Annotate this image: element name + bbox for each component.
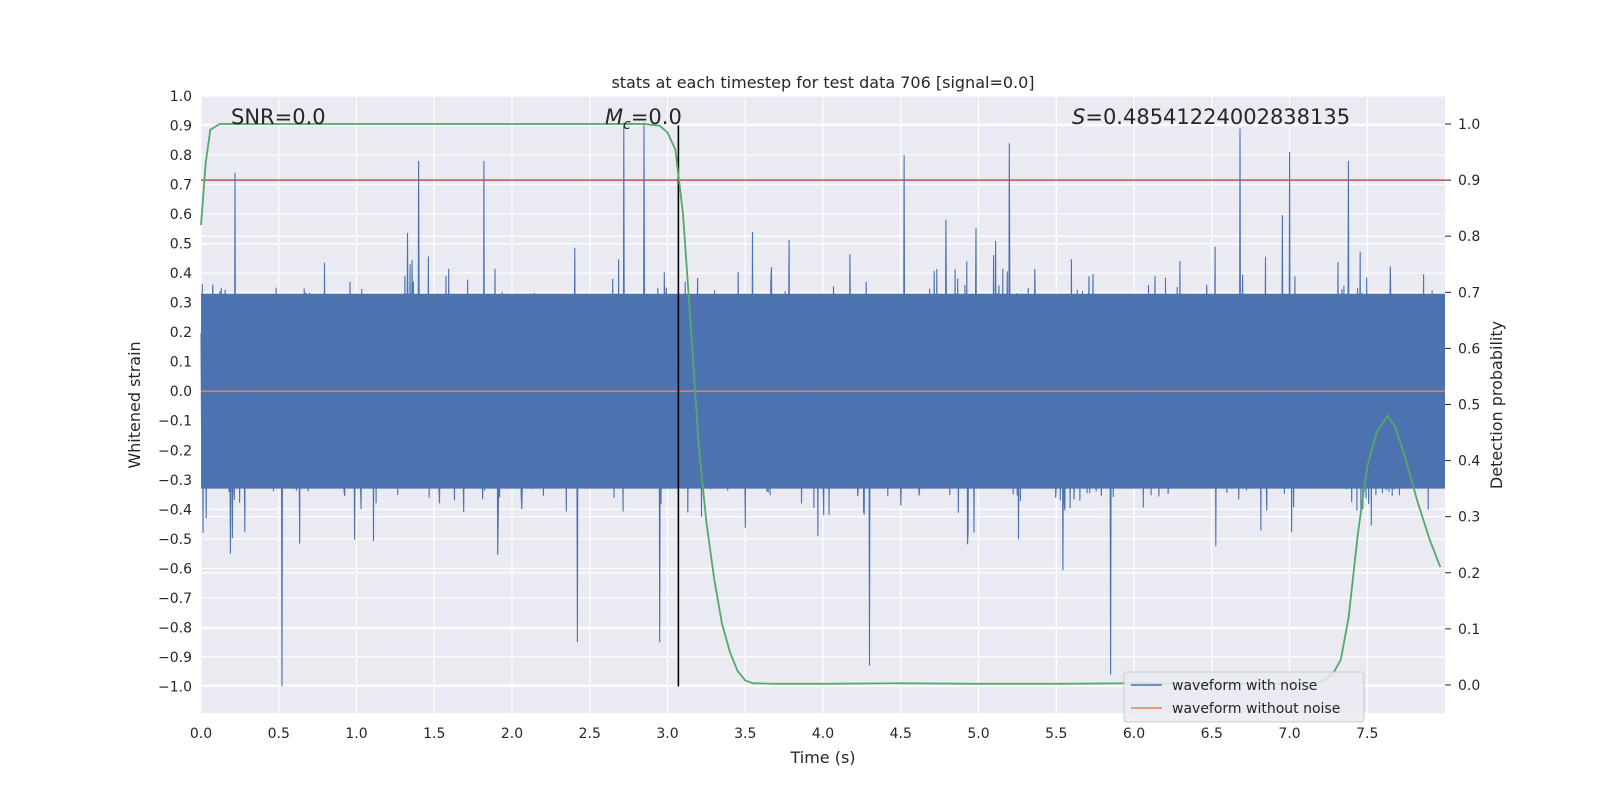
legend-label-clean: waveform without noise (1172, 701, 1340, 717)
x-axis-label: Time (s) (789, 748, 855, 767)
noise-trace (200, 122, 1443, 687)
x-tick-label: 4.5 (890, 726, 912, 742)
x-tick-label: 1.0 (345, 726, 367, 742)
y-tick-label: 0.7 (170, 178, 192, 194)
y-tick-labels: 1.0 0.9 0.8 0.7 0.6 0.5 0.4 0.3 0.2 0.1 0.0 −0.1 −0.… (158, 89, 192, 695)
chirp-mass-subscript: c (623, 117, 631, 133)
x-tick-label: 1.5 (423, 726, 445, 742)
y-axis-label: Whitened strain (125, 341, 144, 468)
y-tick-label: 0.9 (170, 119, 192, 135)
x-tick-label: 0.0 (190, 726, 212, 742)
y2-tick-label: 0.7 (1458, 285, 1480, 301)
x-tick-label: 0.5 (268, 726, 290, 742)
y-tick-label: −0.3 (158, 473, 192, 489)
x-tick-labels: 0.0 0.5 1.0 1.5 2.0 2.5 3.0 3.5 4.0 4.5 5.0 5.5 6.0 6… (190, 726, 1379, 742)
y2-tick-label: 0.1 (1458, 622, 1480, 638)
y-tick-label: 1.0 (170, 89, 192, 105)
y-tick-label: 0.5 (170, 237, 192, 253)
y-tick-label: 0.0 (170, 384, 192, 400)
chirp-mass-symbol: M (605, 105, 623, 129)
legend-box (1123, 671, 1365, 723)
chirp-mass-value: =0.0 (631, 105, 682, 129)
y-tick-label: −0.7 (158, 591, 192, 607)
y-tick-label: −0.9 (158, 650, 192, 666)
y-tick-label: −1.0 (158, 679, 192, 695)
legend-label-noise: waveform with noise (1172, 678, 1317, 694)
chirp-mass-annotation: Mc=0.0 (605, 105, 682, 133)
y-tick-label: −0.1 (158, 414, 192, 430)
y-tick-label: 0.3 (170, 296, 192, 312)
y-tick-label: 0.2 (170, 325, 192, 341)
chart-title: stats at each timestep for test data 706… (611, 73, 1034, 92)
y2-tick-label: 0.9 (1458, 173, 1480, 189)
y2-tick-label: 0.4 (1458, 454, 1480, 470)
score-annotation: S=0.48541224002838135 (1072, 105, 1350, 129)
y2-tick-label: 0.6 (1458, 341, 1480, 357)
y2-tick-label: 0.2 (1458, 566, 1480, 582)
x-tick-label: 3.0 (656, 726, 678, 742)
y2-tick-labels: 1.0 0.9 0.8 0.7 0.6 0.5 0.4 0.3 0.2 0.1 0.0 (1445, 117, 1480, 694)
y-tick-label: −0.2 (158, 443, 192, 459)
y-tick-label: −0.4 (158, 502, 192, 518)
x-tick-label: 6.0 (1123, 726, 1145, 742)
y-tick-label: −0.6 (158, 561, 192, 577)
y-tick-label: 0.8 (170, 148, 192, 164)
y-tick-label: 0.6 (170, 207, 192, 223)
y-tick-label: 0.1 (170, 355, 192, 371)
y2-tick-label: 0.8 (1458, 229, 1480, 245)
y2-tick-label: 1.0 (1458, 117, 1480, 133)
y-tick-label: −0.5 (158, 532, 192, 548)
x-tick-label: 3.5 (734, 726, 756, 742)
y2-tick-label: 0.0 (1458, 678, 1480, 694)
legend: waveform with noise waveform without noi… (1123, 671, 1365, 723)
x-tick-label: 7.0 (1278, 726, 1300, 742)
score-symbol: S (1072, 105, 1085, 129)
x-tick-label: 6.5 (1201, 726, 1223, 742)
snr-annotation: SNR=0.0 (231, 105, 326, 129)
y2-tick-label: 0.5 (1458, 398, 1480, 414)
y2-axis-label: Detection probability (1487, 321, 1506, 489)
y2-tick-label: 0.3 (1458, 510, 1480, 526)
x-tick-label: 5.0 (967, 726, 989, 742)
x-tick-label: 7.5 (1356, 726, 1378, 742)
detection-probability-line (200, 123, 1442, 685)
x-tick-label: 4.0 (812, 726, 834, 742)
x-tick-label: 2.5 (579, 726, 601, 742)
y-tick-label: −0.8 (158, 620, 192, 636)
y-tick-label: 0.4 (170, 266, 192, 282)
score-value: =0.48541224002838135 (1085, 105, 1350, 129)
x-tick-label: 2.0 (501, 726, 523, 742)
x-tick-label: 5.5 (1045, 726, 1067, 742)
